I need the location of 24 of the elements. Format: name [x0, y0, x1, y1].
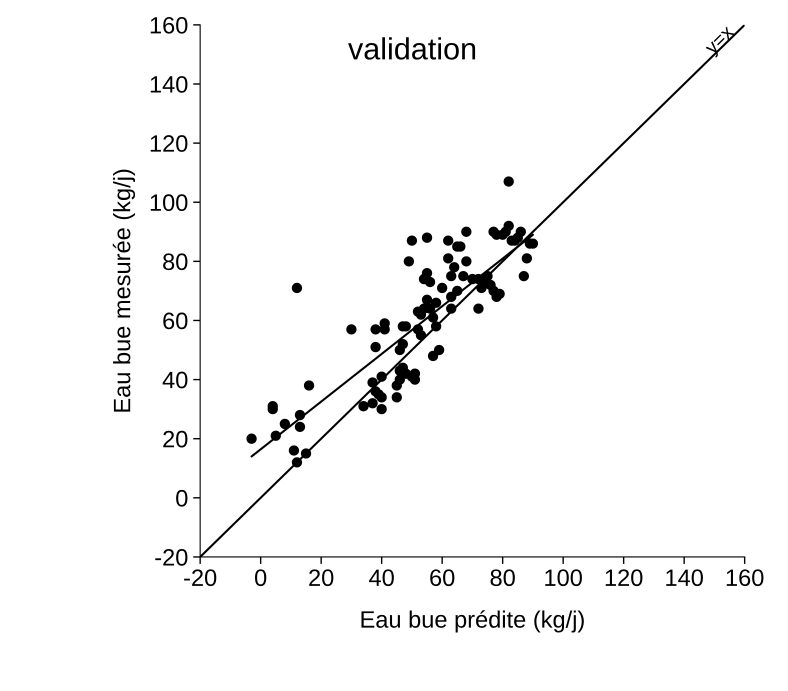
y-tick-label: 160	[150, 16, 188, 34]
x-tick-label: -20	[184, 569, 216, 586]
y-tick-label: 140	[150, 76, 188, 93]
x-tick-label: 120	[606, 569, 642, 586]
annotation: y=x	[706, 26, 738, 58]
y-tick-label: 120	[150, 135, 188, 152]
x-tick-label: 100	[545, 569, 582, 586]
x-tick-label: 40	[369, 569, 394, 586]
y-axis-title: Eau bue mesurée (kg/j)	[112, 170, 136, 412]
y-tick-label: 20	[163, 430, 188, 448]
y-tick-label: 100	[150, 194, 188, 212]
x-axis-title: Eau bue prédite (kg/j)	[361, 610, 584, 632]
x-tick-label: 160	[726, 569, 764, 586]
y-tick-label: -20	[155, 549, 188, 566]
x-tick-label: 140	[666, 569, 703, 586]
y-tick-label: 80	[163, 253, 188, 270]
x-tick-label: 0	[255, 569, 266, 586]
y-tick-label: 0	[176, 490, 188, 507]
chart-title: validation	[348, 37, 476, 60]
x-tick-label: 20	[309, 569, 334, 586]
y-tick-label: 40	[162, 372, 188, 388]
x-tick-label: 60	[430, 569, 454, 586]
y-tick-label: 60	[163, 312, 188, 330]
x-tick-label: 80	[490, 569, 515, 586]
